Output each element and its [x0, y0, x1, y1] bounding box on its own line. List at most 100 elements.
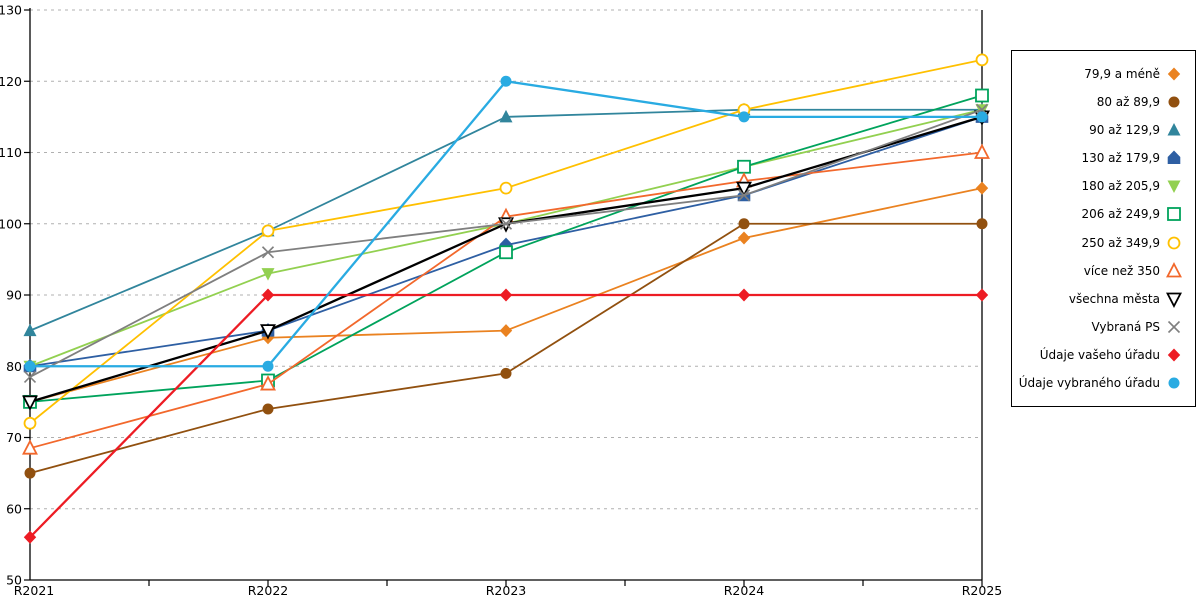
data-point-marker [975, 288, 989, 302]
data-point-marker [1167, 123, 1181, 136]
triangle-down-marker-icon [1166, 292, 1182, 308]
data-point-marker [22, 395, 38, 411]
circle-marker-icon [1168, 377, 1180, 389]
circle-marker-icon [1167, 236, 1181, 249]
data-point-marker [261, 268, 275, 281]
legend-label: 79,9 a méně [1084, 67, 1160, 82]
legend-item: 80 až 89,9 [1018, 88, 1183, 116]
y-tick-label: 80 [6, 359, 22, 374]
legend-label: Vybraná PS [1091, 319, 1160, 334]
legend-label: 90 až 129,9 [1089, 123, 1160, 138]
x-tick-label: R2022 [248, 583, 289, 598]
legend-label: 180 až 205,9 [1081, 179, 1160, 194]
legend-label: 80 až 89,9 [1096, 95, 1160, 110]
x-tick-label: R2024 [724, 583, 765, 598]
data-point-marker [737, 288, 751, 302]
data-point-marker [1167, 150, 1181, 165]
data-point-marker [260, 324, 276, 340]
data-point-marker [500, 75, 512, 87]
data-point-marker [261, 246, 275, 259]
data-point-marker [499, 109, 513, 123]
y-tick-label: 70 [6, 430, 22, 445]
pentagon-marker-icon [1167, 150, 1181, 165]
data-point-marker [499, 245, 513, 260]
data-point-marker [1166, 261, 1182, 277]
data-point-marker [737, 189, 751, 202]
data-point-marker [1166, 292, 1182, 308]
data-point-marker [1167, 67, 1181, 81]
data-point-marker [1167, 348, 1181, 362]
data-point-marker [22, 439, 38, 455]
data-point-marker [24, 360, 36, 372]
data-point-marker [261, 288, 275, 302]
diamond-marker-icon [1167, 67, 1181, 81]
legend-item: 90 až 129,9 [1018, 116, 1183, 144]
data-point-marker [1167, 320, 1181, 333]
legend-item: 79,9 a méně [1018, 60, 1183, 88]
data-point-marker [499, 217, 513, 230]
series-line [29, 222, 983, 475]
data-point-marker [738, 111, 750, 123]
data-point-marker [737, 231, 751, 245]
data-point-marker [499, 288, 513, 302]
data-point-marker [738, 218, 750, 230]
data-point-marker [499, 324, 513, 338]
data-point-marker [1167, 236, 1181, 249]
series-11 [24, 75, 988, 372]
data-point-marker [976, 218, 988, 230]
triangle-up-marker-icon [1166, 261, 1182, 277]
x-tick-label: R2021 [14, 583, 55, 598]
legend-label: všechna města [1068, 291, 1160, 306]
data-point-marker [23, 370, 37, 384]
legend-label: 250 až 349,9 [1081, 235, 1160, 250]
y-tick-label: 50 [6, 573, 22, 588]
data-point-marker [975, 88, 989, 103]
diamond-marker-icon [1167, 348, 1181, 362]
data-point-marker [975, 181, 989, 195]
y-tick-label: 120 [0, 74, 22, 89]
y-tick-label: 130 [0, 3, 22, 18]
legend-item: všechna města [1018, 285, 1183, 313]
data-point-marker [24, 467, 36, 479]
x-tick-label: R2025 [962, 583, 1003, 598]
legend-item: 130 až 179,9 [1018, 144, 1183, 172]
data-point-marker [974, 143, 990, 159]
data-point-marker [500, 367, 512, 379]
triangle-down-marker-icon [1167, 180, 1181, 194]
legend-item: Údaje vybraného úřadu [1018, 369, 1183, 397]
legend-item: 180 až 205,9 [1018, 172, 1183, 200]
legend-label: Údaje vašeho úřadu [1039, 347, 1160, 362]
legend-label: Údaje vybraného úřadu [1018, 375, 1160, 390]
legend-item: více než 350 [1018, 257, 1183, 285]
data-point-marker [262, 403, 274, 415]
legend-label: 206 až 249,9 [1081, 207, 1160, 222]
legend: 79,9 a méně 80 až 89,9 90 až 129,9 130 až 1… [1011, 50, 1196, 407]
x-tick-label: R2023 [486, 583, 527, 598]
data-point-marker [23, 323, 37, 337]
data-point-marker [1167, 180, 1181, 194]
data-point-marker [736, 181, 752, 198]
y-tick-label: 60 [6, 501, 22, 516]
legend-item: Údaje vašeho úřadu [1018, 341, 1183, 369]
data-point-marker [975, 53, 989, 67]
data-point-marker [23, 416, 37, 430]
legend-item: 206 až 249,9 [1018, 200, 1183, 228]
data-point-marker [262, 360, 274, 372]
data-point-marker [260, 375, 276, 391]
data-point-marker [499, 181, 513, 195]
legend-item: 250 až 349,9 [1018, 228, 1183, 256]
data-point-marker [737, 159, 751, 174]
data-point-marker [1167, 207, 1181, 222]
square-marker-icon [1167, 207, 1181, 222]
data-point-marker [23, 530, 37, 544]
x-marker-icon [1167, 320, 1181, 333]
legend-item: Vybraná PS [1018, 313, 1183, 341]
series-10 [23, 288, 989, 544]
series-line [28, 115, 984, 404]
y-tick-label: 100 [0, 216, 22, 231]
y-tick-label: 90 [6, 288, 22, 303]
triangle-up-marker-icon [1167, 123, 1181, 136]
data-point-marker [1168, 377, 1180, 389]
